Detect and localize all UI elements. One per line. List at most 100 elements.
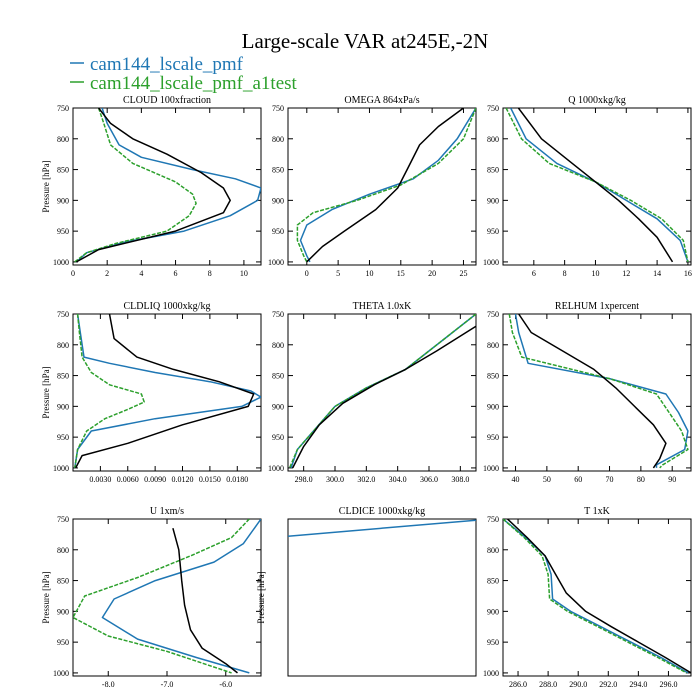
y-tick-label: 1000 [268, 258, 284, 267]
series-line-2 [74, 314, 145, 469]
x-tick-label: 15 [397, 269, 405, 278]
panel-frame [502, 107, 692, 266]
y-tick-label: 900 [487, 196, 499, 205]
series-line-1 [75, 108, 261, 263]
x-tick-label: 70 [606, 475, 614, 484]
y-tick-label: 900 [487, 607, 499, 616]
panel-title: CLDICE 1000xkg/kg [339, 506, 425, 517]
x-tick-label: 12 [622, 269, 630, 278]
y-tick-label: 1000 [53, 669, 69, 678]
series-line-2 [296, 108, 476, 263]
legend-label-2: cam144_lscale_pmf_a1test [90, 73, 298, 94]
y-tick-label: 900 [57, 607, 69, 616]
x-tick-label: -8.0 [102, 680, 115, 689]
x-tick-label: 40 [512, 475, 520, 484]
x-tick-label: 288.0 [539, 680, 557, 689]
panel-frame [502, 518, 692, 677]
series-line-3 [506, 519, 691, 674]
x-tick-label: 2 [105, 269, 109, 278]
panel-6: RELHUM 1xpercent 750 800 850 900 950 1000 40 50 6… [483, 301, 692, 484]
series-line-1 [299, 108, 476, 263]
x-tick-label: 6 [532, 269, 536, 278]
y-tick-label: 850 [487, 372, 499, 381]
y-tick-label: 1000 [53, 464, 69, 473]
x-tick-label: 296.0 [659, 680, 677, 689]
panel-title: U 1xm/s [150, 506, 184, 517]
panel-frame [502, 313, 692, 472]
y-tick-label: 750 [57, 310, 69, 319]
series-line-2 [508, 314, 689, 469]
x-tick-label: 0.0030 [89, 475, 111, 484]
x-tick-label: 10 [365, 269, 373, 278]
x-tick-label: 294.0 [629, 680, 647, 689]
y-tick-label: 750 [487, 310, 499, 319]
panel-frame [287, 518, 477, 677]
y-tick-label: 950 [487, 638, 499, 647]
x-tick-label: 298.0 [295, 475, 313, 484]
figure-title: Large-scale VAR at245E,-2N [242, 29, 489, 53]
x-tick-label: 16 [684, 269, 692, 278]
x-tick-label: 60 [574, 475, 582, 484]
panel-7: U 1xm/s Pressure [hPa] 750 800 850 900 950 1000… [41, 506, 262, 689]
x-tick-label: 80 [637, 475, 645, 484]
y-tick-label: 850 [487, 166, 499, 175]
x-tick-label: 304.0 [389, 475, 407, 484]
series-line-2 [505, 108, 689, 263]
legend-label-1: cam144_lscale_pmf [90, 54, 244, 75]
x-tick-label: 302.0 [357, 475, 375, 484]
panel-3: Q 1000xkg/kg 750 800 850 900 950 1000 6 8 10 12 14 1… [483, 95, 692, 278]
panel-title: T 1xK [584, 506, 610, 517]
series-line-2 [74, 108, 197, 263]
y-tick-label: 800 [487, 135, 499, 144]
x-tick-label: 300.0 [326, 475, 344, 484]
y-tick-label: 1000 [268, 464, 284, 473]
y-tick-label: 850 [57, 577, 69, 586]
series-line-1 [290, 314, 476, 469]
y-axis-label: Pressure [hPa] [256, 571, 266, 623]
series-line-1 [101, 519, 261, 674]
x-tick-label: 4 [139, 269, 143, 278]
x-tick-label: 0 [71, 269, 75, 278]
series-line-1 [74, 314, 261, 469]
series-line-2 [503, 519, 687, 674]
y-tick-label: 950 [57, 227, 69, 236]
x-tick-label: 5 [336, 269, 340, 278]
y-tick-label: 800 [487, 546, 499, 555]
x-tick-label: 10 [240, 269, 248, 278]
y-tick-label: 950 [57, 433, 69, 442]
y-tick-label: 950 [57, 638, 69, 647]
y-tick-label: 850 [272, 372, 284, 381]
series-line-2 [288, 314, 476, 469]
y-tick-label: 900 [272, 402, 284, 411]
y-tick-label: 750 [487, 104, 499, 113]
y-tick-label: 800 [57, 135, 69, 144]
panel-1: CLOUD 100xfraction Pressure [hPa] 750 800 85… [41, 95, 262, 278]
y-axis-label: Pressure [hPa] [41, 571, 51, 623]
panel-frame [72, 107, 262, 266]
panel-8: CLDICE 1000xkg/kg Pressure [hPa] [256, 506, 477, 677]
y-axis-label: Pressure [hPa] [41, 160, 51, 212]
y-tick-label: 1000 [53, 258, 69, 267]
x-tick-label: 292.0 [599, 680, 617, 689]
series-line-3 [518, 314, 667, 469]
panel-title: CLDLIQ 1000xkg/kg [124, 301, 211, 312]
series-line-3 [75, 314, 255, 469]
y-tick-label: 800 [57, 341, 69, 350]
y-tick-label: 800 [272, 135, 284, 144]
panel-title: RELHUM 1xpercent [555, 301, 639, 312]
x-tick-label: 20 [428, 269, 436, 278]
y-tick-label: 950 [487, 227, 499, 236]
x-tick-label: 0.0150 [199, 475, 221, 484]
y-tick-label: 1000 [483, 669, 499, 678]
series-line-3 [76, 108, 231, 263]
y-tick-label: 1000 [483, 258, 499, 267]
panel-frame [72, 313, 262, 472]
panel-title: CLOUD 100xfraction [123, 95, 211, 106]
x-tick-label: 290.0 [569, 680, 587, 689]
panel-title: THETA 1.0xK [353, 301, 412, 312]
series-line-2 [73, 519, 250, 674]
y-tick-label: 850 [57, 372, 69, 381]
y-tick-label: 800 [487, 341, 499, 350]
